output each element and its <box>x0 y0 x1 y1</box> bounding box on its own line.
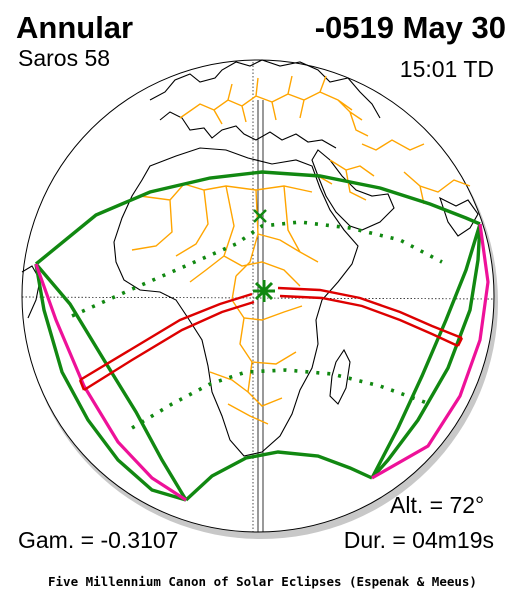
penumbra-limit-west-outer <box>34 263 187 502</box>
magnitude-line-north <box>71 220 443 318</box>
central-path-south <box>83 294 459 392</box>
altitude-label: Alt. = 72° <box>390 492 485 518</box>
penumbra-limit-east-inner <box>370 223 482 479</box>
eclipse-date: -0519 May 30 <box>314 10 506 45</box>
rise-set-curve-east <box>371 223 490 480</box>
penumbra-limit-west-inner <box>34 262 188 501</box>
duration-label: Dur. = 04m19s <box>343 527 494 553</box>
subsolar-marker <box>253 209 267 223</box>
penumbra-limit-south <box>184 450 373 502</box>
central-path-cap-east <box>456 337 464 347</box>
arabia-borders <box>317 139 425 201</box>
europe-coastline <box>149 59 381 149</box>
saros-label: Saros 58 <box>18 45 111 71</box>
magnitude-line-south <box>131 368 431 430</box>
europe-borders <box>179 75 369 137</box>
central-path-cap-west <box>78 379 86 391</box>
equator-line <box>21 296 495 300</box>
penumbra-limit-east-outer <box>370 223 482 480</box>
rise-set-curve-west <box>34 263 187 502</box>
greatest-eclipse-marker <box>253 280 275 302</box>
eclipse-type-title: Annular <box>16 10 134 45</box>
eclipse-time: 15:01 TD <box>399 56 494 82</box>
madagascar-coastline <box>329 348 351 405</box>
penumbra-limit-north <box>34 170 481 266</box>
gamma-label: Gam. = -0.3107 <box>18 527 179 553</box>
credit-line: Five Millennium Canon of Solar Eclipses … <box>48 574 477 589</box>
africa-coastline <box>113 147 359 457</box>
central-path-north <box>79 286 463 382</box>
africa-borders <box>131 183 319 425</box>
